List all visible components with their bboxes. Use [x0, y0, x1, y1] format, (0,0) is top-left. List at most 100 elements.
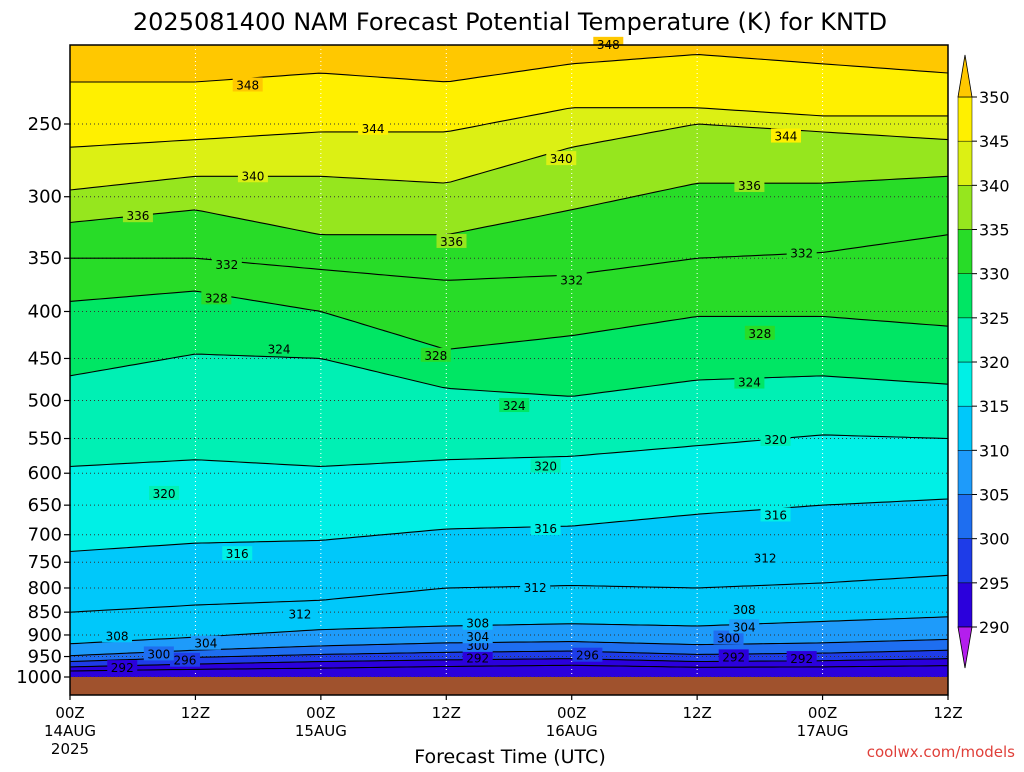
y-tick-label: 550 — [28, 429, 62, 450]
colorbar: 290 295 300 305 310 315 320 325 330 335 340 345 350 — [957, 54, 1010, 669]
contour-label: 320 — [764, 433, 787, 447]
colorbar-tick-label: 300 — [979, 530, 1010, 549]
x-tick-label: 00Z — [808, 704, 837, 722]
contour-label-bg — [436, 233, 467, 248]
colorbar-segment-325 — [957, 273, 973, 319]
contour-344 — [69, 107, 948, 148]
contour-label-bg — [264, 341, 295, 356]
contour-312 — [69, 574, 949, 613]
contour-label-bg — [786, 245, 817, 260]
colorbar-segment-320 — [957, 317, 973, 363]
contour-label: 312 — [288, 608, 311, 622]
contour-label-bg — [713, 630, 744, 645]
contour-292 — [69, 664, 948, 672]
contour-label: 292 — [722, 650, 745, 664]
contour-label: 292 — [466, 652, 489, 666]
colorbar-segment-315 — [957, 361, 973, 407]
contour-label: 324 — [503, 399, 526, 413]
contour-label: 344 — [362, 122, 385, 136]
contour-label-bg — [530, 520, 561, 535]
contour-label-bg — [232, 77, 263, 92]
contour-label: 332 — [790, 247, 813, 261]
y-tick-label: 800 — [28, 578, 62, 599]
contour-label-bg — [462, 615, 493, 630]
colorbar-segment-310 — [957, 405, 973, 451]
contour-label: 308 — [733, 603, 756, 617]
contour-label: 316 — [226, 547, 249, 561]
contour-label: 304 — [466, 630, 489, 644]
colorbar-tick-label: 320 — [979, 353, 1010, 372]
contour-label: 300 — [147, 647, 170, 661]
colorbar-segment-305 — [957, 450, 973, 495]
contour-label-bg — [760, 507, 791, 522]
y-tick-label: 300 — [28, 187, 62, 208]
x-tick-label: 00Z — [55, 704, 84, 722]
contour-336 — [69, 175, 949, 236]
colorbar-tick-label: 340 — [979, 176, 1010, 195]
x-tick-label: 12Z — [181, 704, 210, 722]
colorbar-extend-top — [957, 54, 973, 98]
contour-label-bg — [750, 550, 781, 565]
contour-label-bg — [572, 647, 603, 662]
y-tick-label: 250 — [28, 114, 62, 135]
contour-label-bg — [358, 120, 389, 135]
colorbar-tick-label: 350 — [979, 88, 1010, 107]
x-tick-label: 12Z — [432, 704, 461, 722]
contour-label: 328 — [748, 327, 771, 341]
contour-label: 332 — [215, 258, 238, 272]
contour-label-bg — [734, 177, 765, 192]
contour-label-bg — [530, 458, 561, 473]
contour-label-bg — [556, 272, 587, 287]
x-tick-label: 00Z — [557, 704, 586, 722]
chart-title: 2025081400 NAM Forecast Potential Temper… — [133, 8, 887, 36]
x-tick-label: 12Z — [933, 704, 962, 722]
colorbar-segment-330 — [957, 229, 973, 274]
x-tick-label: 00Z — [306, 704, 335, 722]
colorbar-tick-label: 305 — [979, 486, 1010, 505]
contour-label: 324 — [268, 343, 291, 357]
contour-label: 344 — [775, 130, 798, 144]
contour-label: 320 — [534, 460, 557, 474]
y-tick-label: 850 — [28, 602, 62, 623]
y-tick-label: 350 — [28, 248, 62, 269]
colorbar-tick-label: 310 — [979, 441, 1010, 460]
ground-layer — [70, 677, 948, 695]
colorbar-segment-295 — [957, 538, 973, 584]
contour-label-bg — [149, 485, 180, 500]
contour-label-bg — [770, 128, 801, 143]
contour-label-bg — [744, 325, 775, 340]
colorbar-segment-335 — [957, 185, 973, 230]
y-tick-label: 750 — [28, 552, 62, 573]
contour-316 — [69, 498, 949, 553]
contour-label-bg — [593, 36, 624, 51]
y-tick-label: 650 — [28, 495, 62, 516]
contour-label: 328 — [424, 349, 447, 363]
colorbar-tick-label: 335 — [979, 221, 1010, 240]
contour-label-bg — [462, 629, 493, 644]
colorbar-extend-bottom — [957, 626, 973, 669]
contour-label: 336 — [738, 179, 761, 193]
contour-label-bg — [546, 151, 577, 166]
contour-label: 312 — [524, 581, 547, 595]
contour-label: 296 — [174, 654, 197, 668]
contour-label: 292 — [790, 652, 813, 666]
contour-label-bg — [190, 635, 221, 650]
contour-label-bg — [462, 650, 493, 665]
contour-label-bg — [520, 579, 551, 594]
contour-label: 340 — [550, 152, 573, 166]
contour-label-bg — [201, 290, 232, 305]
contour-label-bg — [420, 347, 451, 362]
plot-frame — [69, 44, 949, 696]
contour-label-bg — [211, 257, 242, 272]
contour-label-bg — [143, 646, 174, 661]
contour-label: 336 — [440, 235, 463, 249]
x-axis-label: Forecast Time (UTC) — [414, 746, 605, 768]
contour-340 — [69, 123, 949, 191]
x-tick-label: 12Z — [682, 704, 711, 722]
colorbar-tick-label: 330 — [979, 265, 1010, 284]
x-tick-date: 15AUG — [295, 722, 347, 740]
contour-label-bg — [284, 606, 315, 621]
contour-label-bg — [718, 649, 749, 664]
